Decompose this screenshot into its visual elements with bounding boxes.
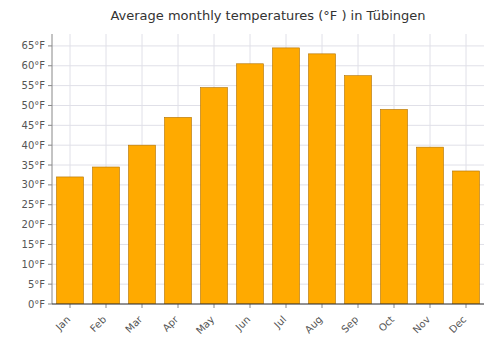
bar (129, 145, 156, 304)
chart-svg: Average monthly temperatures (°F ) in Tü… (0, 0, 500, 350)
bar (57, 177, 84, 304)
y-tick-label: 5°F (28, 279, 45, 290)
y-tick-label: 50°F (22, 100, 46, 111)
x-tick (214, 304, 215, 308)
bar (453, 171, 480, 304)
bar (381, 109, 408, 304)
bar (201, 88, 228, 304)
x-axis-line (52, 304, 484, 305)
bar (165, 117, 192, 304)
y-grid-line (52, 125, 484, 126)
y-tick (48, 85, 52, 86)
y-grid-line (52, 145, 484, 146)
x-tick (178, 304, 179, 308)
y-tick-label: 55°F (22, 80, 46, 91)
x-tick-label: Dec (447, 314, 468, 335)
y-grid-line (52, 45, 484, 46)
x-tick (394, 304, 395, 308)
y-tick-label: 30°F (22, 179, 46, 190)
axes: 0°F 5°F 10°F 15°F 20°F 25°F 30°F 35°F 40°F 45°F 50… (22, 34, 469, 336)
y-tick-label: 45°F (22, 120, 46, 131)
y-tick-label: 40°F (22, 140, 46, 151)
x-tick-label: Jun (233, 314, 253, 334)
x-tick-label: Feb (88, 314, 108, 334)
y-tick (48, 145, 52, 146)
x-tick-label: Jul (271, 314, 288, 331)
y-tick (48, 244, 52, 245)
y-tick (48, 224, 52, 225)
grid (52, 34, 484, 304)
y-tick (48, 184, 52, 185)
x-tick (322, 304, 323, 308)
y-tick-label: 0°F (28, 299, 45, 310)
x-tick (358, 304, 359, 308)
y-grid-line (52, 105, 484, 106)
y-tick-label: 35°F (22, 160, 46, 171)
y-tick-label: 10°F (22, 259, 46, 270)
x-tick-label: Sep (339, 314, 360, 335)
y-tick (48, 284, 52, 285)
bar (345, 76, 372, 304)
bar (273, 48, 300, 304)
bar (93, 167, 120, 304)
y-tick (48, 204, 52, 205)
y-tick (48, 125, 52, 126)
x-tick-label: Jan (53, 314, 72, 333)
y-tick-label: 20°F (22, 219, 46, 230)
y-tick (48, 45, 52, 46)
y-tick (48, 65, 52, 66)
y-grid-line (52, 85, 484, 86)
title: Average monthly temperatures (°F ) in Tü… (110, 8, 425, 23)
bar (309, 54, 336, 304)
y-tick (48, 264, 52, 265)
x-tick-label: Aug (303, 314, 325, 336)
x-tick (250, 304, 251, 308)
x-tick-label: Mar (123, 313, 145, 335)
y-grid-line (52, 65, 484, 66)
x-tick-label: Oct (376, 314, 396, 334)
y-tick-label: 15°F (22, 239, 46, 250)
y-axis-line (52, 34, 53, 304)
y-tick (48, 165, 52, 166)
x-tick (286, 304, 287, 308)
x-tick-label: Apr (160, 313, 181, 334)
x-tick (466, 304, 467, 308)
x-tick (70, 304, 71, 308)
y-tick-label: 60°F (22, 60, 46, 71)
x-tick-label: Nov (411, 314, 433, 336)
x-tick (106, 304, 107, 308)
y-grid-line (52, 304, 484, 305)
bar (417, 147, 444, 304)
y-tick-label: 25°F (22, 199, 46, 210)
x-tick (142, 304, 143, 308)
y-tick (48, 304, 52, 305)
bar (237, 64, 264, 304)
y-tick (48, 105, 52, 106)
x-tick (430, 304, 431, 308)
y-tick-label: 65°F (22, 40, 46, 51)
chart-container: Average monthly temperatures (°F ) in Tü… (0, 0, 500, 350)
bars (57, 48, 480, 304)
x-tick-label: May (194, 314, 216, 336)
